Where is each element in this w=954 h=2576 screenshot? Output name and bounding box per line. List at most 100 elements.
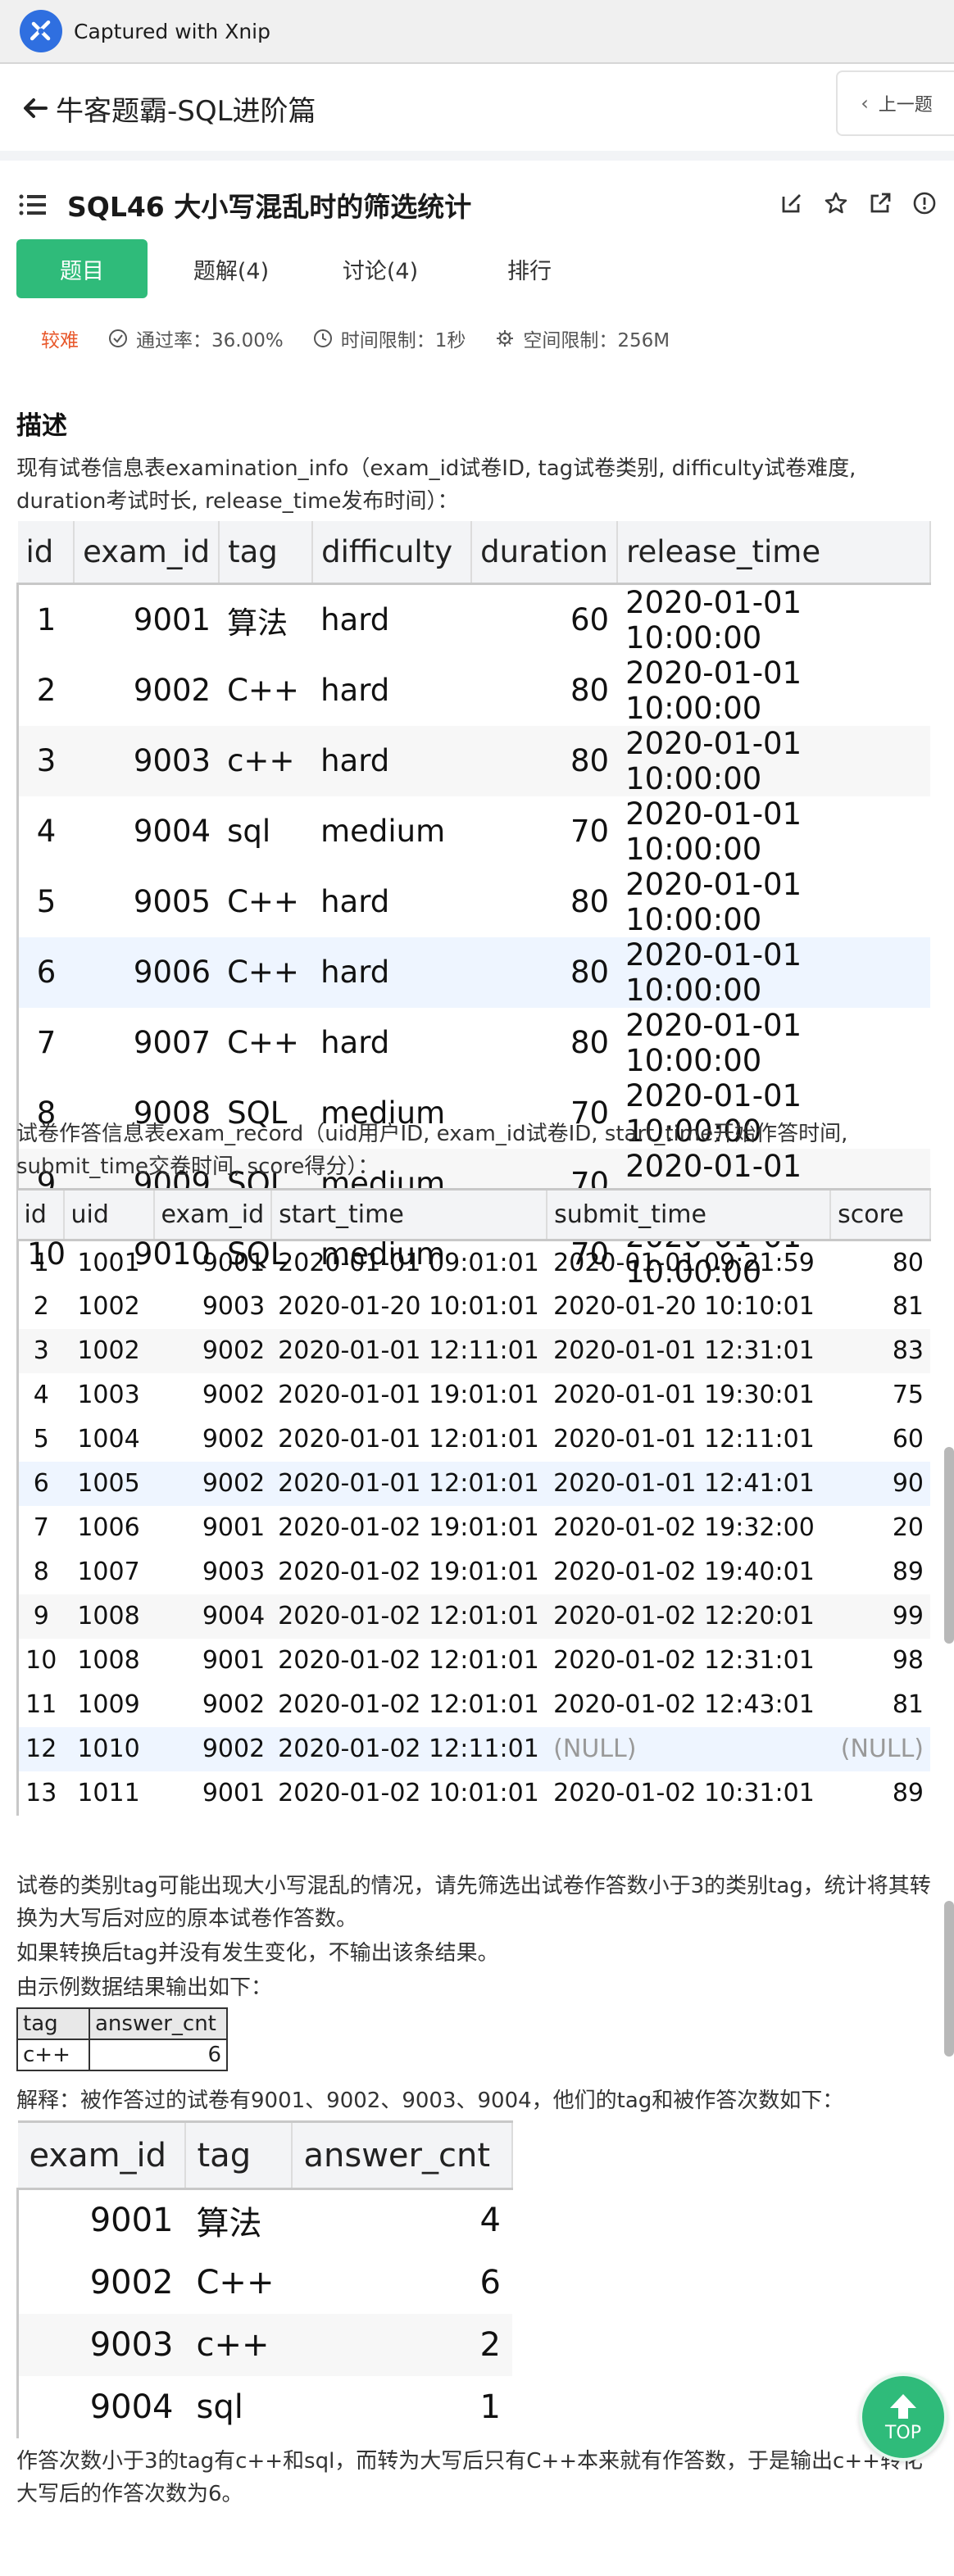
description-heading: 描述: [16, 411, 67, 441]
cell: 2020-01-02 12:01:01: [278, 1690, 539, 1719]
cell: 1008: [63, 1594, 154, 1639]
cell: 算法: [227, 605, 288, 641]
table-header-row: id uid exam_id start_time submit_time sc…: [17, 1188, 931, 1241]
cell: 2020-01-01 12:11:01: [271, 1328, 547, 1373]
cell: 1003: [77, 1381, 140, 1409]
cell: 2020-01-01 10:00:00: [625, 655, 802, 726]
cell: 6: [17, 1461, 64, 1506]
menu-list-icon[interactable]: [18, 193, 48, 217]
table-row: 3 1002 9002 2020-01-01 12:11:01 2020-01-01 1…: [17, 1328, 930, 1373]
back-to-top-button[interactable]: TOP: [859, 2373, 947, 2461]
tag-count-table: exam_id tag answer_cnt 9001 算法 4 9002 C++ 6 …: [16, 2120, 513, 2438]
tab-ranking[interactable]: 排行: [507, 258, 552, 284]
cell: 11: [25, 1690, 57, 1719]
cell: 2020-01-01 09:21:59: [553, 1248, 815, 1277]
cell: 3: [17, 725, 75, 796]
cell: 1006: [77, 1513, 140, 1542]
cell: 9002: [89, 2263, 174, 2302]
scrollbar-thumb[interactable]: [944, 1901, 954, 2057]
table-row: 6 1005 9002 2020-01-01 12:01:01 2020-01-01 1…: [17, 1461, 930, 1506]
table-row: 10 1008 9001 2020-01-02 12:01:01 2020-01-02 …: [18, 1639, 931, 1683]
tab-solutions[interactable]: 题解(4): [193, 258, 270, 284]
cell: 9002: [202, 1381, 266, 1409]
intro-examination-info: 现有试卷信息表examination_info（exam_id试卷ID, tag…: [16, 456, 856, 514]
column-header: uid: [63, 1188, 155, 1241]
space-limit-label: 空间限制：256M: [523, 330, 670, 351]
space-limit: 空间限制：256M: [495, 324, 670, 352]
back-arrow-icon[interactable]: [21, 94, 49, 122]
cell: 9004: [153, 1594, 272, 1639]
cell: 75: [892, 1381, 924, 1409]
cell: 9003: [202, 1292, 266, 1321]
capture-bar: Captured with Xnip: [0, 0, 954, 64]
cell: 98: [892, 1646, 924, 1675]
cell: 9002: [202, 1425, 266, 1454]
cell: 2020-01-02 12:01:01: [278, 1646, 539, 1675]
cell: 2020-01-20 10:10:01: [553, 1292, 815, 1321]
cell: 7: [33, 1513, 49, 1542]
table-row: 5 9005 C++ hard 80 2020-01-01 10:00:00: [18, 867, 931, 937]
cell: 9003: [74, 725, 220, 796]
cell: 10: [25, 1646, 57, 1675]
cell: 9003: [202, 1558, 266, 1586]
cell: hard: [320, 673, 390, 708]
scrollbar-thumb[interactable]: [944, 1447, 954, 1644]
difficulty-badge: 较难: [41, 330, 79, 351]
table-row: 9004 sql 1: [18, 2376, 513, 2438]
share-icon[interactable]: [867, 190, 893, 216]
cell: 3: [17, 1328, 64, 1373]
cell: 80: [570, 884, 610, 919]
previous-problem-label: 上一题: [878, 95, 933, 116]
cell: 2020-01-01 12:41:01: [547, 1461, 831, 1506]
edit-icon[interactable]: [779, 190, 805, 216]
info-icon[interactable]: [911, 190, 938, 216]
previous-problem-button[interactable]: ‹ 上一题: [836, 70, 954, 136]
cell: 1: [33, 1248, 49, 1277]
star-icon[interactable]: [823, 190, 849, 216]
table-row: 5 1004 9002 2020-01-01 12:01:01 2020-01-01 1…: [18, 1417, 931, 1462]
problem-tabs: 题目 题解(4) 讨论(4) 排行: [16, 239, 613, 298]
column-header: answer_cnt: [89, 2007, 228, 2040]
tab-discussion[interactable]: 讨论(4): [342, 258, 419, 284]
cell: medium: [320, 814, 446, 849]
table-row: 2 9002 C++ hard 80 2020-01-01 10:00:00: [18, 655, 931, 726]
table-row: 13 1011 9001 2020-01-02 10:01:01 2020-01-02 …: [18, 1771, 931, 1816]
cell: 2020-01-01 10:00:00: [617, 725, 930, 796]
cell: 6: [17, 937, 75, 1008]
cell: 99: [830, 1594, 930, 1639]
cell: 2020-01-02 19:32:00: [553, 1513, 815, 1542]
column-header: release_time: [617, 521, 931, 585]
clock-icon: [313, 329, 332, 347]
cell: 80: [892, 1248, 924, 1277]
column-header: exam_id: [74, 521, 220, 585]
cell: 2020-01-01 10:00:00: [625, 584, 802, 655]
cell: (NULL): [547, 1726, 831, 1771]
column-header: score: [830, 1188, 931, 1241]
cell: 9001: [202, 1646, 266, 1675]
check-circle-icon: [109, 329, 127, 347]
cell: 2020-01-01 09:01:01: [278, 1248, 539, 1277]
column-header: tag: [16, 2007, 90, 2040]
cell: 1005: [63, 1461, 154, 1506]
tab-problem[interactable]: 题目: [16, 239, 148, 298]
cell: 2020-01-02 19:40:01: [553, 1558, 815, 1586]
cell: sql: [227, 814, 271, 849]
cell: SQL: [227, 1095, 288, 1131]
cell: 2020-01-01 12:31:01: [547, 1328, 831, 1373]
cell: 10: [27, 1236, 66, 1272]
cell: 9010: [133, 1236, 211, 1272]
table-header-row: exam_id tag answer_cnt: [17, 2120, 513, 2190]
cell: 2020-01-01 10:00:00: [625, 1007, 802, 1078]
cell: 2020-01-01 19:30:01: [553, 1381, 815, 1409]
cell: c++: [16, 2039, 90, 2071]
cell: SQL: [227, 1236, 288, 1272]
cell: 83: [830, 1328, 930, 1373]
table-row: 2 1002 9003 2020-01-20 10:01:01 2020-01-20 1…: [18, 1285, 931, 1329]
cell: 2020-01-02 19:01:01: [278, 1558, 539, 1586]
table-header-row: tag answer_cnt: [16, 2007, 228, 2040]
cell: 70: [570, 814, 610, 849]
cell: 2020-01-01 10:00:00: [625, 796, 802, 867]
column-header: tag: [184, 2120, 293, 2190]
cell: 6: [479, 2263, 501, 2302]
cell: 2020-01-02 12:11:01: [271, 1726, 547, 1771]
